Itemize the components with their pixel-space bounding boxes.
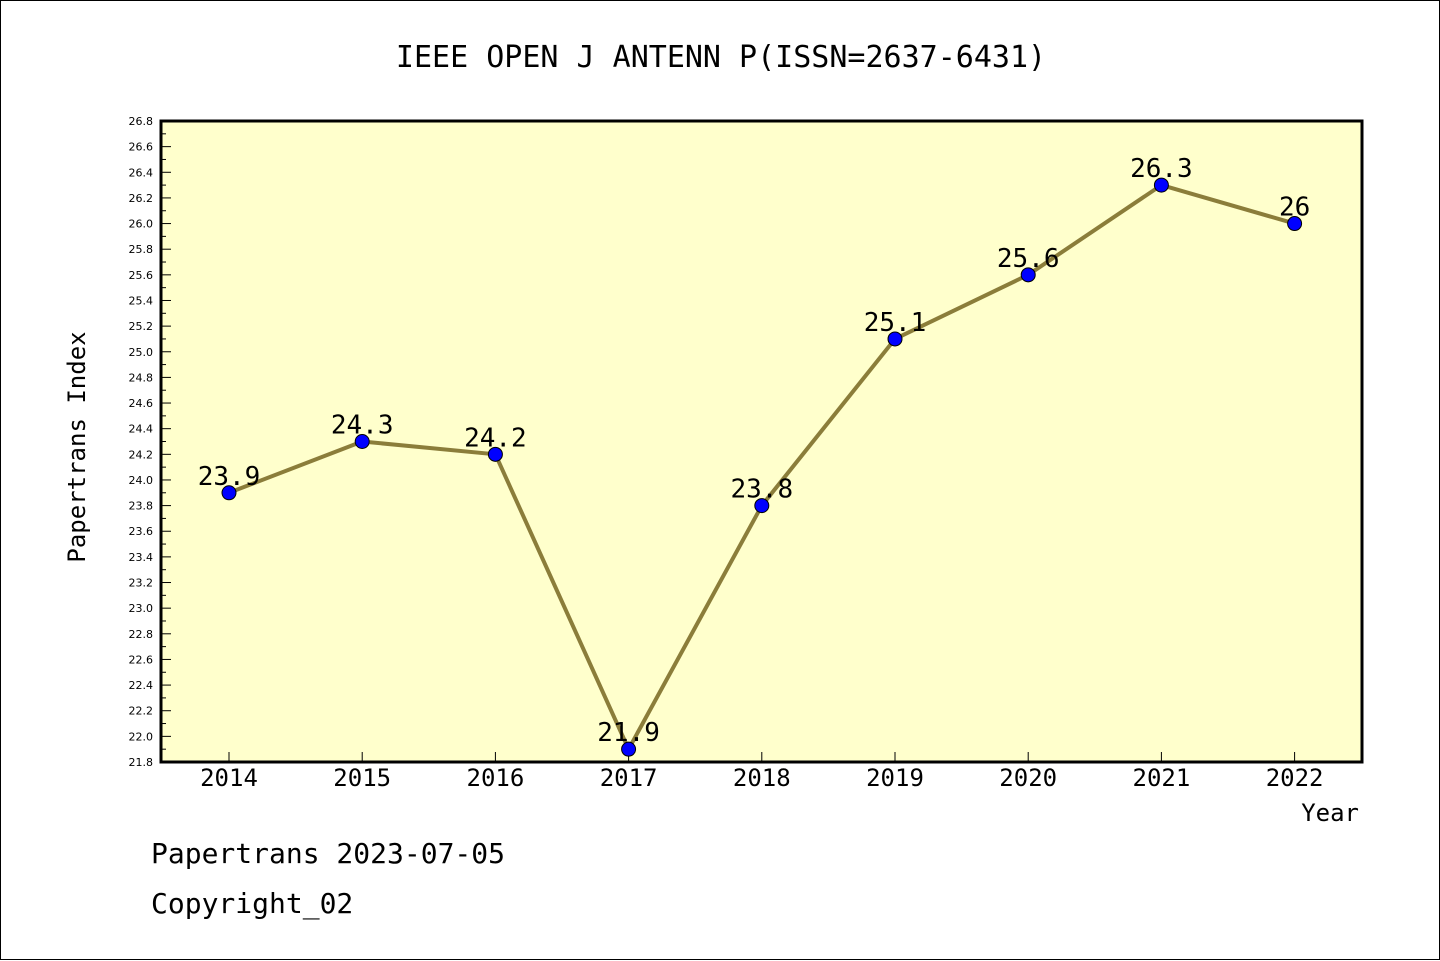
- x-tick-label: 2016: [467, 764, 525, 792]
- y-tick-label: 21.8: [129, 756, 154, 769]
- y-tick-label: 25.6: [129, 269, 154, 282]
- data-point: [487, 446, 503, 462]
- plot-area: [159, 119, 1364, 764]
- y-axis-label: Papertrans Index: [63, 331, 91, 562]
- y-tick-label: 24.0: [129, 474, 154, 487]
- x-axis: 2014 2015 2016 2017 2018 2019 2020 2021 2022: [200, 752, 1323, 792]
- data-label: 25.1: [864, 308, 927, 338]
- y-tick-label: 23.6: [129, 525, 154, 538]
- y-tick-label: 26.6: [129, 141, 154, 154]
- y-tick-label: 25.0: [129, 346, 154, 359]
- data-label: 24.3: [331, 411, 394, 441]
- y-tick-label: 24.2: [129, 448, 154, 461]
- y-tick-label: 26.0: [129, 218, 154, 231]
- y-tick-label: 25.8: [129, 243, 154, 256]
- data-point: [221, 485, 237, 501]
- data-point: [887, 331, 903, 347]
- x-tick-label: 2021: [1133, 764, 1191, 792]
- y-tick-label: 26.2: [129, 192, 154, 205]
- y-tick-label: 25.2: [129, 320, 154, 333]
- x-tick-label: 2022: [1266, 764, 1324, 792]
- y-tick-label: 22.0: [129, 730, 154, 743]
- y-tick-label: 23.4: [129, 551, 154, 564]
- x-tick-label: 2020: [999, 764, 1057, 792]
- data-point: [354, 434, 370, 449]
- x-tick-label: 2019: [866, 764, 924, 792]
- data-label: 25.6: [997, 244, 1060, 274]
- data-label: 21.9: [597, 718, 660, 748]
- y-tick-label: 22.2: [129, 705, 154, 718]
- x-tick-label: 2018: [733, 764, 791, 792]
- footer-copyright-text: Copyright_02: [151, 887, 354, 920]
- data-label: 26.3: [1130, 154, 1193, 184]
- series-layer: 23.9 24.3 24.2 21.9 23.8 25.1 25.6 26.3 26: [198, 154, 1310, 757]
- y-tick-label: 22.4: [129, 679, 154, 692]
- y-tick-label: 26.4: [129, 166, 154, 179]
- y-tick-label: 23.8: [129, 500, 154, 513]
- x-tick-label: 2017: [600, 764, 658, 792]
- x-tick-label: 2014: [200, 764, 258, 792]
- x-tick-label: 2015: [333, 764, 391, 792]
- data-point: [621, 741, 637, 757]
- x-axis-label: Year: [1301, 799, 1359, 827]
- y-axis: 21.8 22.0 22.2 22.4 22.6 22.8 23.0 23.2 23.4 23.6…: [129, 115, 171, 769]
- data-label: 23.9: [198, 462, 261, 492]
- data-label: 24.2: [464, 423, 527, 453]
- y-tick-label: 24.4: [129, 423, 154, 436]
- footer-date-text: Papertrans 2023-07-05: [151, 837, 506, 870]
- y-tick-label: 23.0: [129, 602, 154, 615]
- data-label: 26: [1279, 193, 1310, 223]
- data-point: [1020, 267, 1036, 283]
- data-point: [1287, 216, 1303, 232]
- data-point: [1153, 177, 1169, 193]
- data-point: [754, 498, 770, 514]
- y-tick-label: 22.6: [129, 653, 154, 666]
- y-tick-label: 24.6: [129, 397, 154, 410]
- y-tick-label: 22.8: [129, 628, 154, 641]
- y-tick-label: 25.4: [129, 294, 154, 307]
- chart-title: IEEE OPEN J ANTENN P(ISSN=2637-6431): [396, 40, 1046, 75]
- y-tick-label: 23.2: [129, 577, 154, 590]
- y-tick-label: 26.8: [129, 115, 154, 128]
- y-tick-label: 24.8: [129, 371, 154, 384]
- data-label: 23.8: [730, 475, 793, 505]
